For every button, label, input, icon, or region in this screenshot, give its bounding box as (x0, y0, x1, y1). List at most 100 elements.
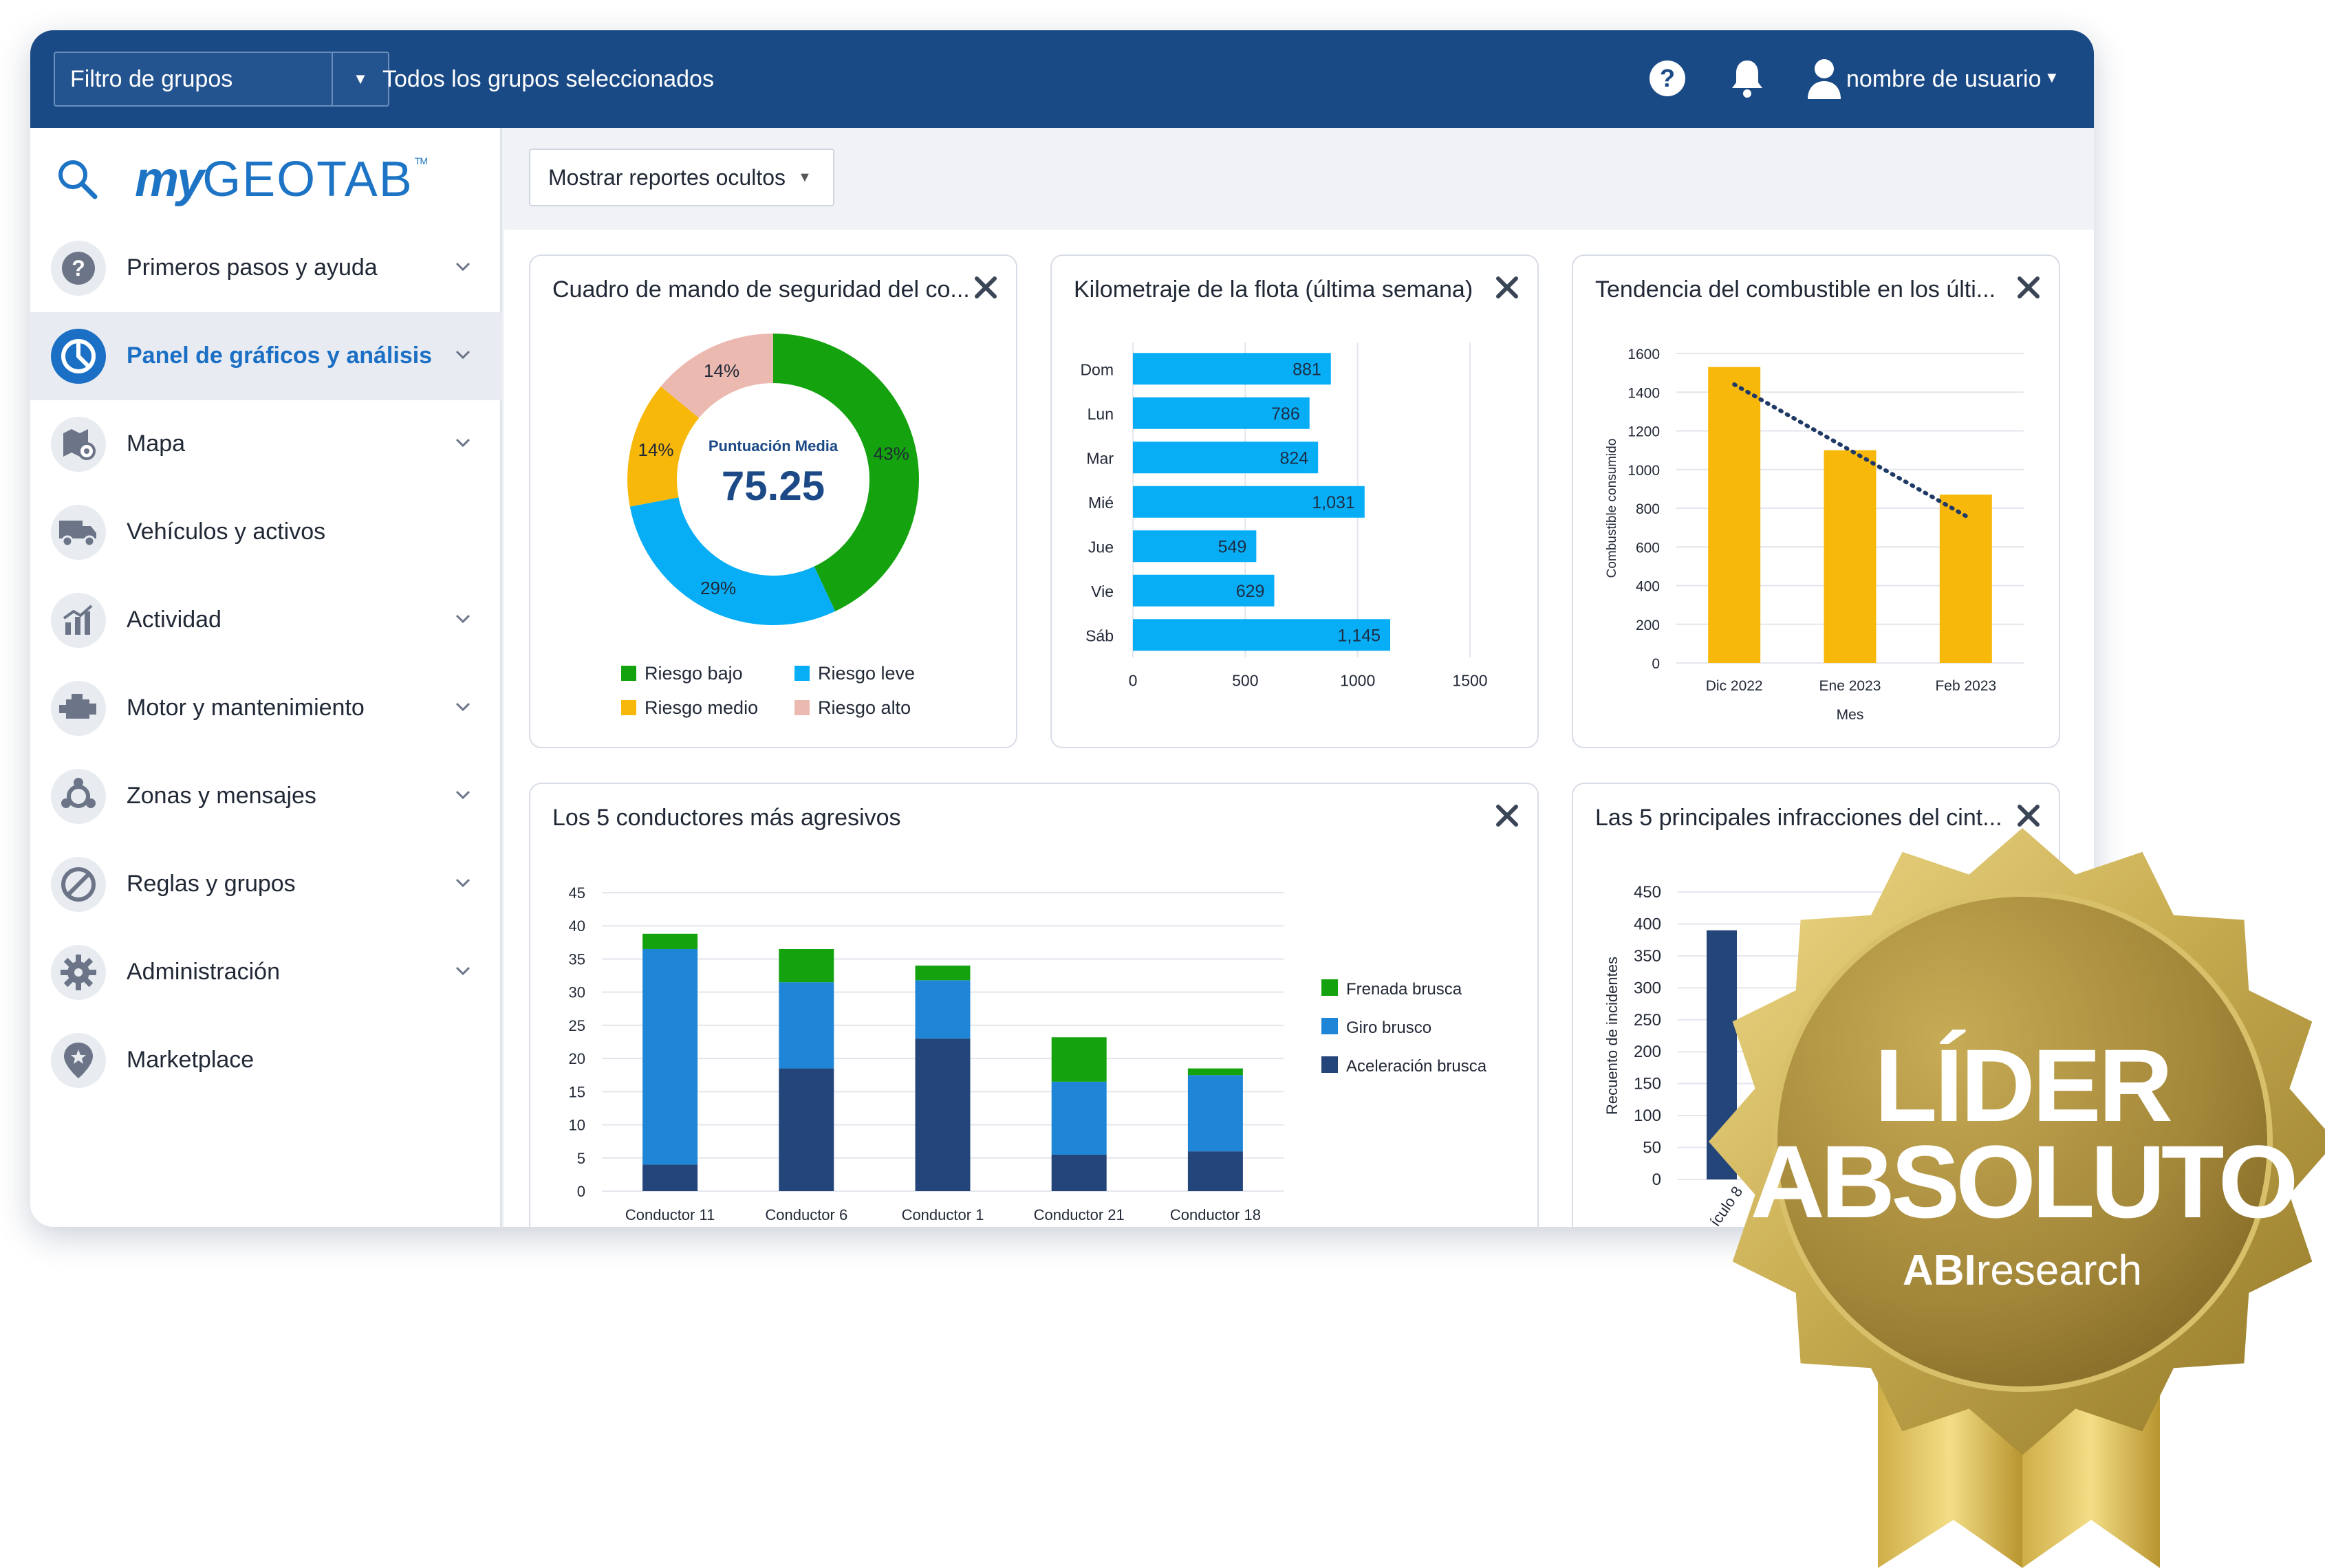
sidebar-item-label: Actividad (127, 607, 221, 633)
sidebar-item[interactable]: Motor y mantenimiento (30, 664, 502, 752)
bar-segment[interactable] (1051, 1154, 1107, 1191)
donut-slice[interactable] (773, 334, 920, 611)
fuel-trend-card: Tendencia del combustible en los últi...… (1572, 254, 2060, 748)
chevron-down-icon: ▼ (798, 169, 812, 185)
bar-segment[interactable] (1051, 1081, 1107, 1155)
y-tick-label: 800 (1636, 501, 1660, 517)
close-icon[interactable] (2016, 275, 2041, 300)
y-tick-label: 1400 (1628, 385, 1660, 401)
sidebar-item[interactable]: Administración (30, 928, 502, 1016)
bar[interactable] (1133, 530, 1257, 563)
badge-disc (1772, 891, 2273, 1392)
bell-icon[interactable] (1727, 58, 1768, 99)
close-icon[interactable] (1495, 275, 1520, 300)
category-label: Sáb (1085, 627, 1114, 644)
chevron-down-icon[interactable] (454, 345, 472, 363)
bar[interactable] (1708, 367, 1761, 663)
group-filter-dropdown[interactable]: Filtro de grupos ▼ (54, 52, 389, 107)
chevron-down-icon[interactable] (454, 697, 472, 715)
user-name[interactable]: nombre de usuario (1846, 66, 2042, 92)
search-icon[interactable] (55, 157, 99, 201)
chevron-down-icon[interactable]: ▼ (2044, 69, 2059, 86)
sidebar-item[interactable]: Actividad (30, 576, 502, 664)
bar[interactable] (1133, 486, 1365, 518)
bar[interactable] (1133, 619, 1391, 651)
svg-text:?: ? (1660, 64, 1675, 92)
category-label: Ene 2023 (1819, 678, 1881, 694)
close-icon[interactable] (2016, 803, 2041, 828)
sidebar-item-label: Primeros pasos y ayuda (127, 254, 378, 281)
bar-value-label: 1,031 (1312, 493, 1355, 512)
x-tick-label: 500 (1232, 672, 1258, 690)
abi-leader-award-badge: LÍDER ABSOLUTO ABIresearch (1709, 828, 2325, 1568)
dashboard-toolbar: Mostrar reportes ocultos ▼ (504, 128, 2094, 230)
bar-segment[interactable] (642, 1164, 698, 1191)
y-tick-label: 0 (1652, 656, 1660, 672)
bar[interactable] (1939, 494, 1992, 663)
aggressive-drivers-card: Los 5 conductores más agresivos 0 5 10 15 20… (529, 783, 1539, 1227)
legend-label: Riesgo bajo (645, 663, 743, 684)
bar-segment[interactable] (642, 948, 698, 1165)
sidebar-item[interactable]: Panel de gráficos y análisis (30, 312, 502, 400)
chevron-down-icon[interactable] (454, 433, 472, 451)
chevron-down-icon[interactable] (454, 609, 472, 627)
mileage-bar-chart: 0 500 1000 1500 881 Dom 786 Lun 824 Mar 1,031 Mié 54… (1080, 342, 1488, 690)
bar-segment[interactable] (779, 948, 834, 983)
sidebar-item[interactable]: Zonas y mensajes (30, 752, 502, 840)
y-tick-label: 25 (569, 1017, 585, 1034)
sidebar-item[interactable]: Marketplace (30, 1016, 502, 1104)
bar[interactable] (1133, 442, 1319, 474)
y-tick-label: 45 (569, 884, 585, 902)
sidebar-item[interactable]: ? Primeros pasos y ayuda (30, 224, 502, 312)
chevron-down-icon[interactable]: ▼ (332, 53, 388, 105)
legend-label: Riesgo leve (818, 663, 915, 684)
chevron-down-icon[interactable] (454, 785, 472, 803)
bar-segment[interactable] (915, 980, 971, 1039)
bar[interactable] (1824, 450, 1877, 663)
sidebar-item[interactable]: Reglas y grupos (30, 840, 502, 928)
badge-line-1: LÍDER (1874, 1027, 2172, 1143)
show-hidden-reports-button[interactable]: Mostrar reportes ocultos ▼ (529, 149, 834, 206)
category-label: Mié (1088, 494, 1114, 512)
close-icon[interactable] (973, 275, 998, 300)
user-icon[interactable] (1804, 58, 1845, 99)
help-circle-icon: ? (51, 241, 106, 296)
bar-segment[interactable] (642, 933, 698, 949)
donut-slice[interactable] (627, 386, 700, 507)
help-icon[interactable]: ? (1647, 58, 1688, 99)
chevron-down-icon[interactable] (454, 873, 472, 891)
bar-segment[interactable] (779, 982, 834, 1069)
truck-icon (51, 505, 106, 560)
card-title: Kilometraje de la flota (última semana) (1074, 276, 1473, 303)
y-tick-label: 150 (1634, 1075, 1661, 1093)
y-tick-label: 35 (569, 950, 585, 968)
x-axis-label: Mes (1837, 707, 1864, 723)
bar[interactable] (1133, 397, 1310, 429)
bar-segment[interactable] (915, 1038, 971, 1191)
donut-slice[interactable] (629, 497, 836, 626)
bar-segment[interactable] (1051, 1037, 1107, 1082)
y-tick-label: 450 (1634, 883, 1661, 902)
y-tick-label: 0 (1652, 1170, 1661, 1189)
bar-segment[interactable] (1187, 1068, 1243, 1076)
chevron-down-icon[interactable] (454, 257, 472, 275)
legend-swatch (621, 666, 636, 681)
y-tick-label: 0 (577, 1183, 585, 1200)
donut-slice-label: 43% (874, 444, 909, 464)
donut-slice[interactable] (660, 334, 773, 418)
chevron-down-icon[interactable] (454, 961, 472, 979)
bar-segment[interactable] (1187, 1075, 1243, 1152)
category-label: Feb 2023 (1935, 678, 1996, 694)
bar-segment[interactable] (1187, 1151, 1243, 1191)
bar-segment[interactable] (915, 966, 971, 981)
donut-slice-label: 14% (704, 360, 739, 381)
close-icon[interactable] (1495, 803, 1520, 828)
sidebar-item[interactable]: Vehículos y activos (30, 488, 502, 576)
bar-value-label: 1,145 (1337, 626, 1381, 645)
sidebar-item[interactable]: Mapa (30, 400, 502, 488)
bar[interactable] (1133, 353, 1331, 385)
bar-segment[interactable] (779, 1068, 834, 1191)
bar[interactable] (1133, 574, 1275, 607)
category-label: Conductor 11 (625, 1206, 715, 1223)
legend-swatch (1321, 1018, 1338, 1034)
